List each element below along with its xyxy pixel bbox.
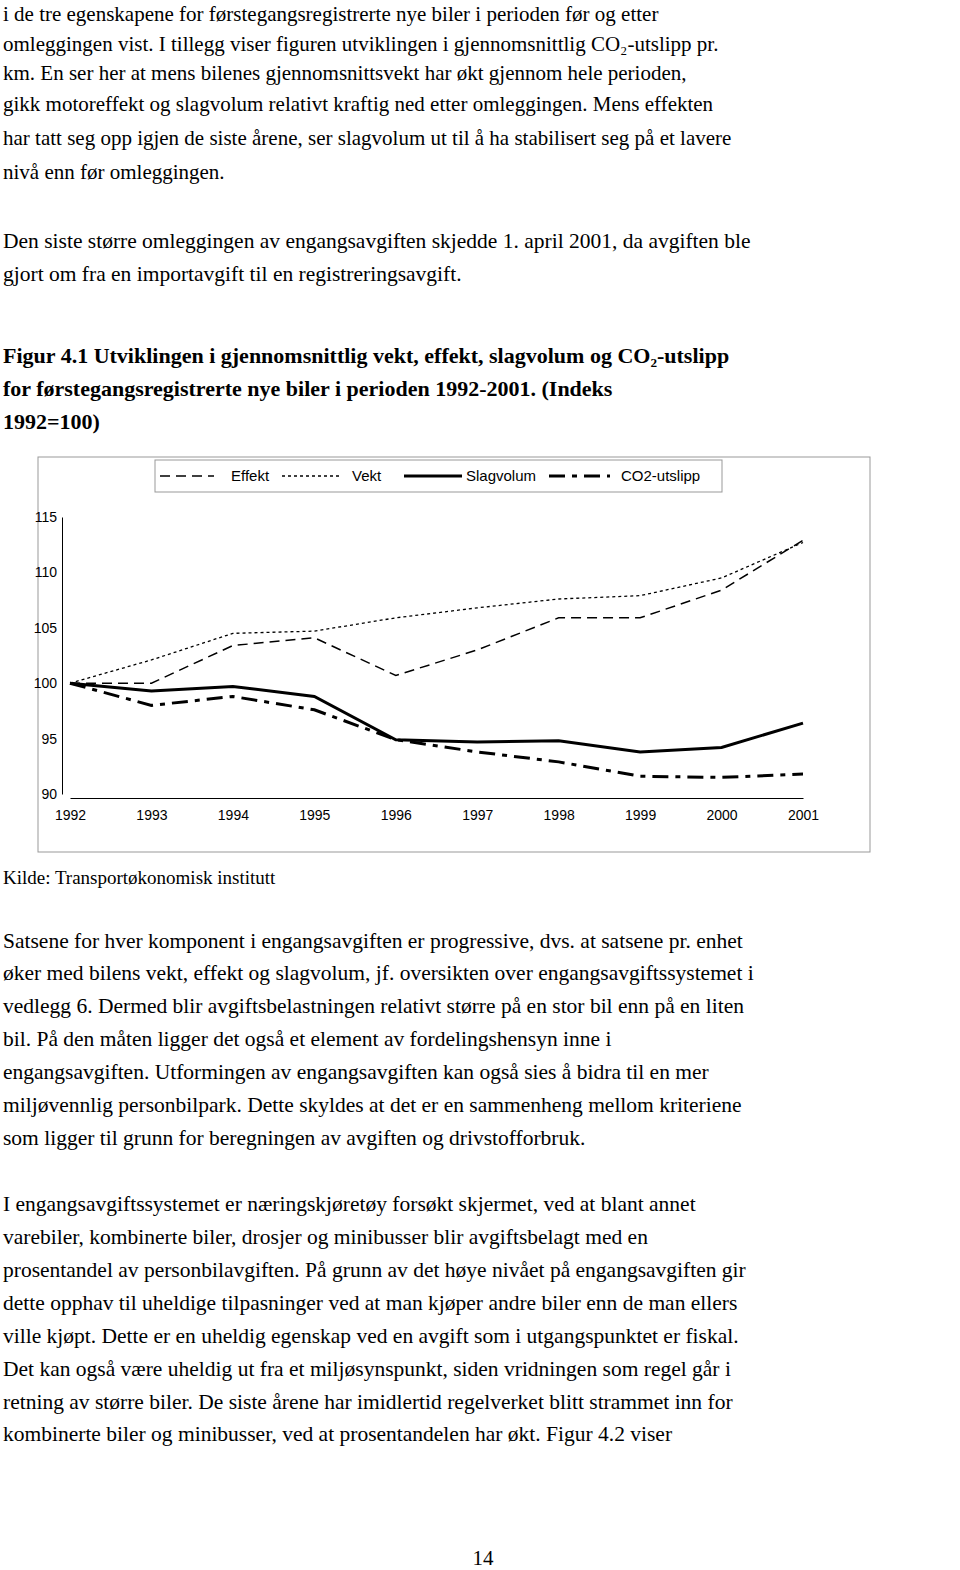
paragraph-line: I engangsavgiftssystemet er næringskjøre… [3,1192,696,1216]
paragraph-line: prosentandel av personbilavgiften. På gr… [3,1258,746,1282]
y-tick: 105 [34,620,62,636]
x-tick: 1996 [381,798,412,823]
figure-title: 1992=100) [3,409,100,434]
x-tick-label: 1992 [55,807,86,823]
x-tick: 1998 [544,798,575,823]
legend-swatch [160,475,214,477]
x-axis-line [71,798,804,799]
x-tick-label: 1997 [462,807,493,823]
x-tick: 1999 [625,798,656,823]
paragraph-line: som ligger til grunn for beregningen av … [3,1126,585,1150]
paragraph-line: bil. På den måten ligger det også et ele… [3,1027,611,1051]
x-tick-label: 2001 [788,807,819,823]
source: Kilde: Transportøkonomisk institutt [3,867,276,888]
paragraph-line: km. En ser her at mens bilenes gjennomsn… [3,61,687,85]
legend-label: Slagvolum [466,467,536,484]
x-tick: 1992 [55,798,86,823]
x-tick: 2000 [706,798,737,823]
x-tick: 1995 [299,798,330,823]
paragraph-line: omleggingen vist. I tillegg viser figure… [3,32,718,56]
y-tick: 95 [41,731,62,747]
x-tick: 1993 [136,798,167,823]
x-tick-label: 1994 [218,807,249,823]
paragraph-line: vedlegg 6. Dermed blir avgiftsbelastning… [3,994,744,1018]
x-tick-label: 1995 [299,807,330,823]
x-axis: 1992 1993 1994 1995 1996 1997 1998 1999 2000 2001 [55,798,819,823]
y-axis: 90 95 100 105 110 115 [34,509,63,802]
plot-area [70,540,803,777]
legend-label: Vekt [352,467,382,484]
paragraph-line: miljøvennlig personbilpark. Dette skylde… [3,1093,742,1117]
page-number: 14 [473,1546,495,1570]
series-line [70,683,803,777]
y-tick-label: 100 [34,675,58,691]
paragraph-line: gikk motoreffekt og slagvolum relativt k… [3,92,714,116]
x-tick: 1994 [218,798,249,823]
paragraph-line: varebiler, kombinerte biler, drosjer og … [3,1225,648,1249]
paragraph-line: gjort om fra en importavgift til en regi… [3,262,462,286]
paragraph-line: Satsene for hver komponent i engangsavgi… [3,929,743,953]
legend-box [155,460,722,492]
figure-title: for førstegangsregistrerte nye biler i p… [3,376,613,401]
paragraph-line: Den siste større omleggingen av engangsa… [3,229,751,253]
x-tick-label: 1996 [381,807,412,823]
series-line [70,540,803,683]
paragraph-line: ville kjøpt. Dette er en uheldig egenska… [3,1324,739,1348]
series-line [70,542,803,683]
y-tick: 100 [34,675,62,691]
paragraph-line: retning av større biler. De siste årene … [3,1390,733,1414]
x-tick-label: 1993 [136,807,167,823]
legend-label: Effekt [231,467,270,484]
paragraph-line: øker med bilens vekt, effekt og slagvolu… [3,961,754,985]
y-tick-label: 105 [34,620,58,636]
series-line [70,683,803,752]
y-axis-line [62,518,63,795]
y-tick: 115 [35,509,62,525]
paragraph-line: Det kan også være uheldig ut fra et milj… [3,1357,731,1381]
y-tick-label: 90 [41,786,57,802]
figure-title: Figur 4.1 Utviklingen i gjennomsnittlig … [3,343,729,368]
y-tick-label: 110 [35,564,58,580]
x-tick-label: 2000 [706,807,737,823]
y-tick-label: 115 [35,509,58,525]
paragraph-line: kombinerte biler og minibusser, ved at p… [3,1422,672,1446]
y-tick-label: 95 [41,731,57,747]
x-tick: 1997 [462,798,493,823]
legend-swatch [404,475,462,478]
x-tick: 2001 [788,798,819,823]
y-tick: 90 [41,786,62,802]
paragraph-line: nivå enn før omleggingen. [3,160,225,184]
paragraph-line: dette opphav til uheldige tilpasninger v… [3,1291,737,1315]
legend-label: CO2-utslipp [621,467,700,484]
x-tick-label: 1998 [544,807,575,823]
paragraph-line: har tatt seg opp igjen de siste årene, s… [3,126,731,150]
page: i de tre egenskapene for førstegangsregi… [0,0,960,1570]
legend-swatch [549,475,610,478]
y-tick: 110 [35,564,62,580]
x-tick-label: 1999 [625,807,656,823]
paragraph-line: engangsavgiften. Utformingen av engangsa… [3,1060,709,1084]
paragraph-line: i de tre egenskapene for førstegangsregi… [3,2,658,26]
legend: Effekt Vekt Slagvolum CO2-utslipp [155,460,722,492]
legend-swatch [282,475,340,476]
chart-frame [38,457,870,852]
